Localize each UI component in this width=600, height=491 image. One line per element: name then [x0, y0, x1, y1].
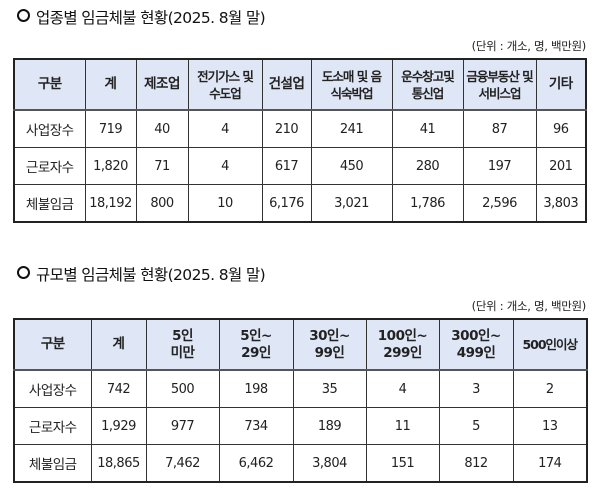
col-header-total: 계	[90, 318, 147, 371]
cell: 6,462	[218, 444, 294, 483]
cell: 18,192	[84, 184, 137, 223]
cell: 18,865	[90, 444, 147, 483]
col-header-manufacturing: 제조업	[135, 58, 189, 111]
cell: 812	[438, 444, 514, 483]
cell: 719	[84, 109, 137, 148]
cell: 3,803	[535, 184, 587, 223]
col-header-category: 구분	[13, 318, 92, 371]
table-row: 체불임금 18,192 800 10 6,176 3,021 1,786 2,5…	[13, 184, 587, 223]
cell: 11	[365, 407, 440, 445]
cell: 1,820	[84, 147, 137, 185]
col-header-500-plus: 500인이상	[512, 318, 588, 371]
table-row: 체불임금 18,865 7,462 6,462 3,804 151 812 17…	[13, 444, 588, 483]
unit-label: (단위 : 개소, 명, 백만원)	[471, 299, 587, 313]
unit-label: (단위 : 개소, 명, 백만원)	[471, 39, 587, 53]
row-label: 체불임금	[13, 444, 92, 483]
cell: 71	[135, 147, 189, 185]
section-title-industry: 업종별 임금체불 현황(2025. 8월 말)	[17, 6, 266, 28]
cell: 1,786	[391, 184, 464, 223]
col-header-utilities: 전기가스 및 수도업	[187, 58, 263, 111]
col-header-construction: 건설업	[261, 58, 312, 111]
table-header-row: 구분 계 5인 미만 5인~ 29인 30인~ 99인 100인~ 299인 300인~…	[13, 318, 588, 371]
cell: 197	[462, 147, 537, 185]
row-label: 근로자수	[13, 407, 92, 445]
cell: 241	[310, 109, 393, 148]
section-title-text: 규모별 임금체불 현황(2025. 8월 말)	[36, 266, 266, 284]
circle-bullet-icon	[17, 9, 30, 22]
cell: 174	[512, 444, 588, 483]
cell: 977	[145, 407, 220, 445]
section-title-size: 규모별 임금체불 현황(2025. 8월 말)	[17, 263, 266, 285]
cell: 4	[365, 369, 440, 408]
cell: 201	[535, 147, 587, 185]
table-row: 사업장수 719 40 4 210 241 41 87 96	[13, 109, 587, 148]
row-label: 체불임금	[13, 184, 86, 223]
cell: 6,176	[261, 184, 312, 223]
cell: 4	[187, 147, 263, 185]
cell: 2	[512, 369, 588, 408]
col-header-100-299: 100인~ 299인	[365, 318, 440, 371]
cell: 2,596	[462, 184, 537, 223]
cell: 1,929	[90, 407, 147, 445]
cell: 280	[391, 147, 464, 185]
col-header-transport-communication: 운수창고및 통신업	[391, 58, 464, 111]
row-label: 근로자수	[13, 147, 86, 185]
cell: 800	[135, 184, 189, 223]
cell: 3,804	[292, 444, 367, 483]
cell: 198	[218, 369, 294, 408]
cell: 4	[187, 109, 263, 148]
cell: 96	[535, 109, 587, 148]
cell: 7,462	[145, 444, 220, 483]
table-row: 근로자수 1,820 71 4 617 450 280 197 201	[13, 147, 587, 185]
cell: 450	[310, 147, 393, 185]
cell: 35	[292, 369, 367, 408]
row-label: 사업장수	[13, 109, 86, 148]
cell: 13	[512, 407, 588, 445]
col-header-5-29: 5인~ 29인	[218, 318, 294, 371]
cell: 40	[135, 109, 189, 148]
size-wage-arrears-table: 구분 계 5인 미만 5인~ 29인 30인~ 99인 100인~ 299인 300인~…	[13, 318, 588, 483]
col-header-retail-hospitality: 도소매 및 음 식숙박업	[310, 58, 393, 111]
industry-wage-arrears-table: 구분 계 제조업 전기가스 및 수도업 건설업 도소매 및 음 식숙박업 운수창고및…	[13, 58, 587, 223]
table-header-row: 구분 계 제조업 전기가스 및 수도업 건설업 도소매 및 음 식숙박업 운수창고및…	[13, 58, 587, 111]
cell: 10	[187, 184, 263, 223]
cell: 151	[365, 444, 440, 483]
col-header-finance-realestate-services: 금융부동산 및 서비스업	[462, 58, 537, 111]
col-header-category: 구분	[13, 58, 86, 111]
cell: 742	[90, 369, 147, 408]
cell: 189	[292, 407, 367, 445]
circle-bullet-icon	[17, 266, 30, 279]
section-title-text: 업종별 임금체불 현황(2025. 8월 말)	[36, 9, 266, 27]
cell: 87	[462, 109, 537, 148]
row-label: 사업장수	[13, 369, 92, 408]
table-row: 근로자수 1,929 977 734 189 11 5 13	[13, 407, 588, 445]
col-header-under-5: 5인 미만	[145, 318, 220, 371]
col-header-300-499: 300인~ 499인	[438, 318, 514, 371]
col-header-30-99: 30인~ 99인	[292, 318, 367, 371]
col-header-other: 기타	[535, 58, 587, 111]
cell: 617	[261, 147, 312, 185]
cell: 3,021	[310, 184, 393, 223]
cell: 3	[438, 369, 514, 408]
cell: 5	[438, 407, 514, 445]
cell: 210	[261, 109, 312, 148]
cell: 734	[218, 407, 294, 445]
col-header-total: 계	[84, 58, 137, 111]
cell: 500	[145, 369, 220, 408]
table-row: 사업장수 742 500 198 35 4 3 2	[13, 369, 588, 408]
cell: 41	[391, 109, 464, 148]
